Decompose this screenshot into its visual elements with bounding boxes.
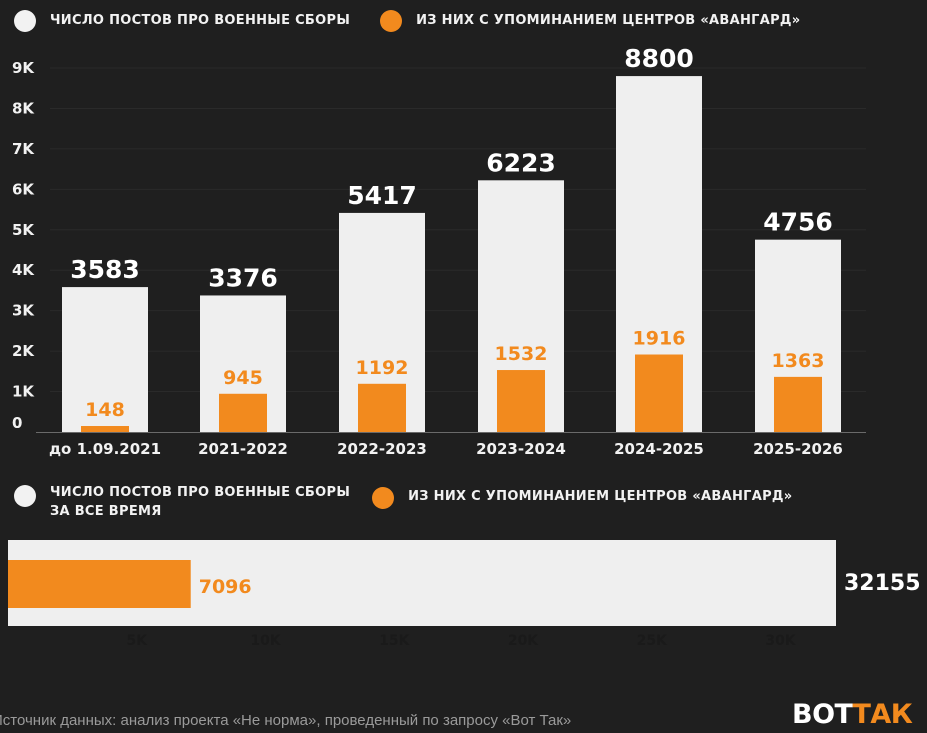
y-tick-label: 0 bbox=[12, 414, 22, 432]
x-tick-label: 25K bbox=[637, 633, 668, 649]
legend-alltime-avangard-marker bbox=[372, 487, 394, 509]
category-label: 2022-2023 bbox=[337, 440, 427, 458]
avangard-bar bbox=[635, 355, 683, 432]
avangard-bar bbox=[219, 394, 267, 432]
y-tick-label: 9K bbox=[12, 59, 35, 77]
legend-alltime-total-marker bbox=[14, 485, 36, 507]
logo-part-2: ТАК bbox=[852, 699, 912, 730]
y-tick-label: 8K bbox=[12, 99, 35, 117]
avangard-value-label: 1363 bbox=[772, 350, 825, 372]
alltime-bar-chart: 7096 32155 5K 10K 15K 20K 25K 30K bbox=[0, 530, 927, 660]
total-value-label: 4756 bbox=[763, 208, 833, 237]
category-label: 2024-2025 bbox=[614, 440, 704, 458]
total-value-label: 8800 bbox=[624, 44, 694, 73]
avangard-value-label: 1192 bbox=[356, 357, 409, 379]
bottom-legend: ЧИСЛО ПОСТОВ ПРО ВОЕННЫЕ СБОРЫ ЗА ВСЕ ВР… bbox=[14, 483, 792, 521]
avangard-bar bbox=[358, 384, 406, 432]
x-tick-label: 20K bbox=[508, 633, 539, 649]
total-value-label: 6223 bbox=[486, 148, 556, 177]
avangard-value-label: 1916 bbox=[633, 328, 686, 350]
avangard-bar bbox=[497, 370, 545, 432]
category-label: 2023-2024 bbox=[476, 440, 566, 458]
y-tick-label: 2K bbox=[12, 342, 35, 360]
avangard-bar bbox=[774, 377, 822, 432]
legend-alltime-total-line1: ЧИСЛО ПОСТОВ ПРО ВОЕННЫЕ СБОРЫ bbox=[50, 485, 350, 500]
total-value-label: 5417 bbox=[347, 181, 417, 210]
source-note: Источник данных: анализ проекта «Не норм… bbox=[0, 712, 571, 729]
y-tick-label: 1K bbox=[12, 383, 35, 401]
total-value-label: 3583 bbox=[70, 255, 140, 284]
category-label: 2021-2022 bbox=[198, 440, 288, 458]
avangard-value-label: 148 bbox=[85, 399, 125, 421]
category-label: 2025-2026 bbox=[753, 440, 843, 458]
category-label: до 1.09.2021 bbox=[49, 440, 161, 458]
x-tick-label: 5K bbox=[126, 633, 148, 649]
vottak-logo: ВОТТАК bbox=[792, 700, 912, 730]
y-tick-label: 3K bbox=[12, 302, 35, 320]
alltime-avangard-bar bbox=[8, 560, 191, 608]
avangard-bar bbox=[81, 426, 129, 432]
legend-alltime-total-label: ЧИСЛО ПОСТОВ ПРО ВОЕННЫЕ СБОРЫ ЗА ВСЕ ВР… bbox=[50, 483, 350, 521]
alltime-total-value: 32155 bbox=[844, 571, 921, 596]
x-tick-label: 30K bbox=[765, 633, 796, 649]
x-tick-label: 10K bbox=[250, 633, 281, 649]
avangard-value-label: 1532 bbox=[495, 343, 548, 365]
total-value-label: 3376 bbox=[208, 263, 278, 292]
y-tick-label: 4K bbox=[12, 261, 35, 279]
legend-alltime-avangard-label: ИЗ НИХ С УПОМИНАНИЕМ ЦЕНТРОВ «АВАНГАРД» bbox=[408, 487, 792, 506]
y-tick-label: 6K bbox=[12, 180, 35, 198]
legend-alltime-total-line2: ЗА ВСЕ ВРЕМЯ bbox=[50, 504, 162, 519]
x-tick-label: 15K bbox=[379, 633, 410, 649]
alltime-avangard-value: 7096 bbox=[199, 576, 252, 598]
logo-part-1: ВОТ bbox=[792, 699, 852, 730]
yearly-bar-chart: 0 1K 2K 3K 4K 5K 6K 7K 8K 9K 3583 148 до 1.09.2021 33… bbox=[0, 0, 927, 470]
y-tick-label: 5K bbox=[12, 221, 35, 239]
y-tick-label: 7K bbox=[12, 140, 35, 158]
avangard-value-label: 945 bbox=[223, 367, 263, 389]
